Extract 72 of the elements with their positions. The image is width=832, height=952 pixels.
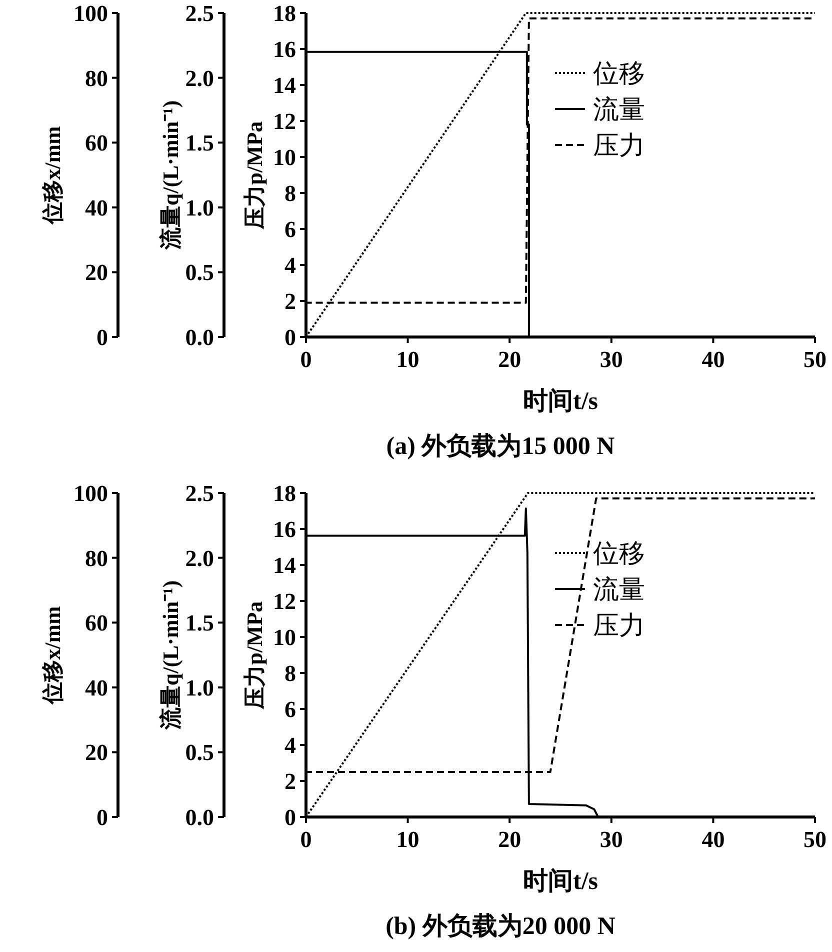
y2-tick-label: 1.0 (185, 675, 214, 700)
y3-tick-label: 0 (96, 325, 108, 350)
y3-axis-title: 位移x/mm (40, 606, 65, 705)
y3-tick-label: 80 (85, 546, 108, 571)
x-tick-label: 10 (396, 827, 420, 852)
y-tick-label: 12 (273, 109, 296, 134)
y3-tick-label: 60 (85, 610, 108, 636)
legend-label: 位移 (593, 59, 645, 88)
legend-label: 流量 (593, 575, 645, 604)
y2-tick-label: 2.5 (185, 1, 214, 26)
y-tick-label: 16 (273, 517, 296, 542)
y2-tick-label: 0.5 (185, 740, 214, 766)
x-tick-label: 30 (600, 827, 623, 852)
y3-tick-label: 40 (85, 195, 108, 220)
y3-tick-label: 0 (96, 805, 108, 830)
y-axis-title: 压力p/MPa (242, 601, 267, 710)
text: (a) 外负载为15 000 N (386, 432, 615, 460)
y-tick-label: 0 (284, 325, 296, 350)
y-tick-label: 12 (273, 589, 296, 614)
y2-tick-label: 0.0 (185, 325, 214, 350)
y3-axis-title: 位移x/mm (40, 126, 65, 225)
y3-tick-label: 60 (85, 130, 108, 156)
y-tick-label: 10 (273, 145, 296, 170)
legend-label: 压力 (593, 611, 645, 640)
x-tick-label: 40 (702, 827, 725, 852)
y-tick-label: 18 (273, 1, 296, 26)
y2-tick-label: 2.0 (185, 66, 214, 91)
y3-tick-label: 80 (85, 66, 108, 91)
y3-tick-label: 100 (74, 481, 108, 506)
y2-axis-title: 流量q/(L·min⁻¹) (158, 100, 183, 251)
y-tick-label: 14 (273, 73, 296, 98)
x-tick-label: 10 (396, 347, 420, 372)
y2-tick-label: 2.0 (185, 546, 214, 571)
y-tick-label: 16 (273, 37, 296, 62)
y-axis-title: 压力p/MPa (242, 121, 267, 230)
y2-tick-label: 0.0 (185, 805, 214, 830)
x-tick-label: 40 (702, 347, 725, 372)
y2-tick-label: 0.5 (185, 260, 214, 286)
text: (b) 外负载为20 000 N (386, 912, 616, 940)
y-tick-label: 8 (284, 661, 296, 686)
x-tick-label: 20 (498, 347, 522, 372)
legend-label: 流量 (593, 95, 645, 124)
y2-tick-label: 2.5 (185, 481, 214, 506)
y3-tick-label: 40 (85, 675, 108, 700)
y-tick-label: 6 (284, 697, 296, 722)
y-tick-label: 0 (284, 805, 296, 830)
legend-label: 压力 (593, 131, 645, 160)
x-tick-label: 20 (498, 827, 522, 852)
y3-tick-label: 20 (85, 260, 108, 286)
y-tick-label: 4 (284, 733, 296, 758)
x-tick-label: 50 (804, 347, 826, 372)
y-tick-label: 8 (284, 181, 296, 206)
x-tick-label: 0 (300, 827, 312, 852)
y2-tick-label: 1.0 (185, 195, 214, 220)
y2-axis-title: 流量q/(L·min⁻¹) (158, 580, 183, 731)
x-tick-label: 30 (600, 347, 623, 372)
x-axis-title: 时间t/s (523, 387, 598, 415)
y-tick-label: 4 (284, 253, 296, 278)
y-tick-label: 10 (273, 625, 296, 650)
x-axis-title: 时间t/s (523, 867, 598, 895)
y-tick-label: 2 (284, 289, 296, 314)
x-tick-label: 50 (804, 827, 826, 852)
y3-tick-label: 20 (85, 740, 108, 766)
y-tick-label: 18 (273, 481, 296, 506)
y2-tick-label: 1.5 (185, 130, 214, 156)
legend-label: 位移 (593, 539, 645, 568)
x-tick-label: 0 (300, 347, 312, 372)
y-tick-label: 6 (284, 217, 296, 242)
y-tick-label: 14 (273, 553, 296, 578)
y3-tick-label: 100 (74, 1, 108, 26)
y2-tick-label: 1.5 (185, 610, 214, 636)
y-tick-label: 2 (284, 769, 296, 794)
